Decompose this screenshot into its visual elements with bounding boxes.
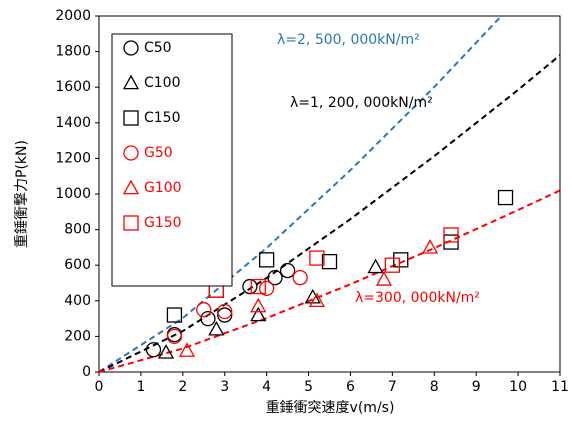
- x-tick-label: 0: [95, 379, 104, 395]
- marker: [242, 278, 258, 295]
- x-tick-label: 1: [136, 379, 145, 395]
- y-tick-label: 800: [64, 222, 91, 238]
- y-tick-label: 1600: [55, 79, 91, 95]
- marker: [443, 227, 459, 243]
- marker: [157, 344, 175, 359]
- fit-line: [98, 54, 561, 373]
- marker: [122, 74, 140, 90]
- y-tick-label: 600: [64, 257, 91, 273]
- marker: [250, 306, 267, 322]
- marker: [145, 342, 162, 358]
- marker: [123, 110, 139, 126]
- marker: [308, 292, 326, 308]
- marker: [393, 252, 409, 268]
- legend-label: C50: [144, 40, 172, 56]
- legend-label: G50: [144, 145, 173, 161]
- marker: [217, 307, 233, 323]
- marker: [178, 342, 196, 357]
- marker: [208, 320, 225, 336]
- marker: [292, 270, 308, 286]
- marker: [166, 307, 183, 323]
- x-tick-label: 7: [388, 379, 397, 395]
- x-tick-label: 4: [262, 379, 271, 395]
- marker: [309, 250, 325, 266]
- y-tick-label: 200: [64, 328, 91, 344]
- marker: [250, 278, 266, 295]
- y-tick-label: 1000: [55, 186, 91, 202]
- x-tick-label: 8: [430, 379, 439, 395]
- marker: [200, 310, 216, 327]
- y-axis-label: 重錘衝撃力P(kN): [13, 140, 30, 248]
- x-tick-label: 2: [178, 379, 187, 395]
- marker: [123, 145, 139, 161]
- x-axis-label: 重錘衝突速度v(m/s): [266, 399, 395, 416]
- x-tick-label: 11: [551, 379, 569, 395]
- x-tick-label: 10: [509, 379, 527, 395]
- y-tick-label: 1200: [55, 150, 91, 166]
- marker: [123, 40, 139, 56]
- x-tick-label: 3: [220, 379, 229, 395]
- marker: [122, 179, 140, 195]
- y-tick-label: 2000: [55, 8, 91, 24]
- marker: [196, 302, 212, 318]
- marker: [123, 215, 139, 231]
- fit-line: [98, 15, 503, 373]
- fit-label: λ=2, 500, 000kN/m²: [277, 32, 420, 48]
- y-tick-label: 0: [82, 364, 91, 380]
- marker: [384, 257, 401, 273]
- marker: [258, 252, 275, 268]
- marker: [279, 262, 296, 279]
- marker: [304, 288, 321, 304]
- x-tick-label: 6: [346, 379, 355, 395]
- legend-label: G150: [144, 215, 182, 231]
- marker: [250, 297, 267, 313]
- fit-label: λ=300, 000kN/m²: [355, 290, 480, 306]
- marker: [217, 303, 233, 320]
- marker: [258, 280, 275, 296]
- marker: [166, 328, 183, 345]
- marker: [375, 271, 393, 286]
- marker: [267, 270, 283, 286]
- legend-label: C150: [144, 110, 181, 126]
- legend-label: C100: [144, 75, 181, 91]
- marker: [321, 253, 338, 270]
- y-tick-label: 400: [64, 293, 91, 309]
- fit-label: λ=1, 200, 000kN/m²: [290, 95, 433, 111]
- y-tick-label: 1800: [55, 44, 91, 60]
- y-tick-label: 1400: [55, 115, 91, 131]
- legend-label: G100: [144, 180, 182, 196]
- x-tick-label: 5: [304, 379, 313, 395]
- marker: [497, 189, 514, 206]
- x-tick-label: 9: [472, 379, 481, 395]
- marker: [367, 258, 384, 274]
- marker: [421, 239, 439, 254]
